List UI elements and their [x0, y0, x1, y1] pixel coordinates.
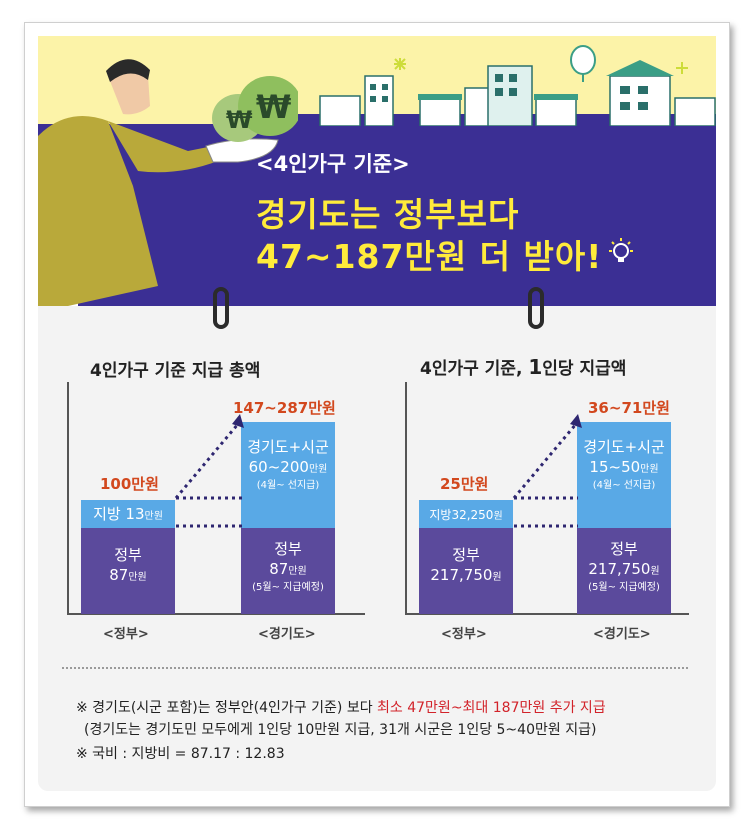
right-gg-total-label: 36~71만원 [588, 399, 670, 417]
right-gov-national-line1: 정부 [452, 546, 480, 564]
left-x-label-gg: <경기도> [258, 627, 316, 642]
right-chart-x-axis [405, 613, 689, 615]
right-gg-local-note: (4월~ 선지급) [592, 480, 656, 491]
left-gg-national-note: (5월~ 지급예정) [252, 582, 324, 593]
right-chart-title-big: 1 [528, 355, 543, 379]
note-line-1: ※ 경기도(시군 포함)는 정부안(4인가구 기준) 보다 최소 47만원~최대… [76, 697, 606, 717]
note-line-3: ※ 국비 : 지방비 = 87.17 : 12.83 [76, 746, 285, 762]
right-x-label-gov: <정부> [441, 627, 487, 642]
note-line-1-highlight: 최소 47만원~최대 187만원 추가 지급 [377, 700, 606, 716]
left-gov-local-text: 지방 13 [93, 505, 145, 523]
right-gg-national-line1: 정부 [610, 540, 638, 558]
right-chart-title-suffix: 인당 지급액 [542, 359, 627, 379]
right-chart-title: 4인가구 기준, 1인당 지급액 [420, 354, 626, 379]
left-chart-connectors [174, 414, 244, 528]
right-gov-local-unit: 원 [493, 511, 503, 522]
left-gg-local-line1: 경기도+시군 [247, 438, 329, 456]
left-gg-local-value: 60~200 [248, 458, 309, 476]
right-gg-local-unit: 만원 [640, 464, 659, 475]
right-gov-national-value: 217,750 [430, 566, 493, 584]
lightbulb-icon [609, 238, 633, 262]
right-gg-national-unit: 원 [650, 566, 660, 577]
right-gg-national-bar: 정부 217,750원 (5월~ 지급예정) [577, 528, 671, 614]
left-gg-local-note: (4월~ 선지급) [256, 480, 320, 491]
right-gov-local-text: 지방32,250 [429, 508, 494, 522]
right-gg-national-note: (5월~ 지급예정) [588, 582, 660, 593]
right-gov-national-bar: 정부 217,750원 [419, 528, 513, 614]
right-chart-connectors [512, 414, 582, 528]
right-gg-national-value: 217,750 [588, 560, 651, 578]
note-line-1-text: ※ 경기도(시군 포함)는 정부안(4인가구 기준) 보다 [76, 700, 378, 716]
left-gg-national-bar: 정부 87만원 (5월~ 지급예정) [241, 528, 335, 614]
left-chart-y-axis [67, 382, 69, 614]
right-gov-local-bar: 지방32,250원 [419, 500, 513, 528]
right-chart-y-axis [405, 382, 407, 614]
left-gov-local-bar: 지방 13만원 [81, 500, 175, 528]
left-chart-x-axis [67, 613, 365, 615]
person-illustration: ₩ ₩ [38, 59, 298, 306]
won-symbol-small: ₩ [226, 106, 253, 134]
note-line-2: (경기도는 경기도민 모두에게 1인당 10만원 지급, 31개 시군은 1인당… [84, 722, 597, 738]
left-gg-total-label: 147~287만원 [233, 399, 336, 417]
right-x-label-gg: <경기도> [593, 627, 651, 642]
left-gov-national-bar: 정부 87만원 [81, 528, 175, 614]
right-gg-local-line1: 경기도+시군 [583, 438, 665, 456]
left-gg-national-line1: 정부 [274, 540, 302, 558]
banner-headline-line1: 경기도는 정부보다 [256, 195, 520, 234]
left-gov-local-unit: 만원 [144, 511, 163, 522]
right-chart-title-prefix: 4인가구 기준, [420, 359, 529, 379]
left-gov-national-unit: 만원 [128, 572, 147, 583]
left-gov-national-line1: 정부 [114, 546, 142, 564]
left-x-label-gov: <정부> [103, 627, 149, 642]
left-gg-local-bar: 경기도+시군 60~200만원 (4월~ 선지급) [241, 422, 335, 528]
right-gov-national-unit: 원 [492, 572, 502, 583]
notes-divider [62, 667, 688, 669]
left-gg-national-unit: 만원 [288, 566, 307, 577]
right-gov-total-label: 25만원 [440, 475, 489, 493]
banner-subtitle: <4인가구 기준> [256, 152, 410, 176]
won-symbol-large: ₩ [256, 88, 291, 126]
banner-headline-line2: 47~187만원 더 받아! [256, 237, 603, 276]
city-skyline-illustration [319, 45, 716, 126]
left-gg-national-value: 87 [269, 560, 289, 578]
binder-ring-right [528, 287, 544, 329]
right-gg-local-bar: 경기도+시군 15~50만원 (4월~ 선지급) [577, 422, 671, 528]
left-chart-title: 4인가구 기준 지급 총액 [90, 361, 261, 381]
binder-ring-left [213, 287, 229, 329]
right-gg-local-value: 15~50 [589, 458, 641, 476]
left-gg-local-unit: 만원 [308, 464, 328, 475]
left-gov-national-value: 87 [109, 566, 129, 584]
left-gov-total-label: 100만원 [100, 475, 159, 493]
